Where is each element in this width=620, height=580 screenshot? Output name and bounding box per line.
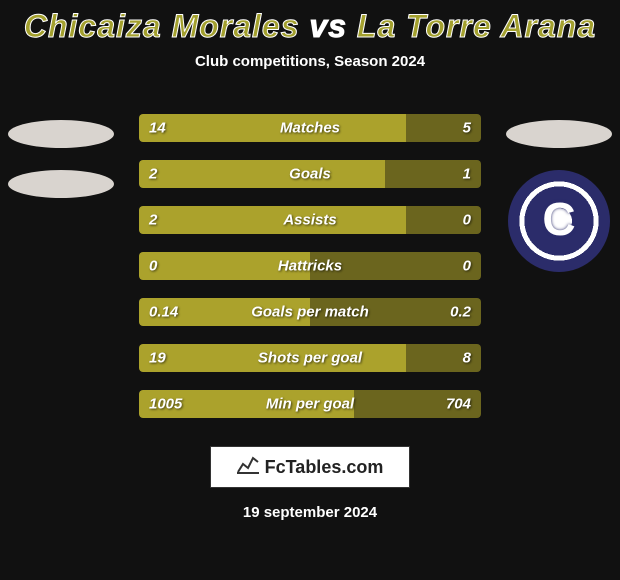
stat-label: Assists (283, 212, 336, 229)
stat-label: Matches (280, 120, 340, 137)
player-right-name: La Torre Arana (357, 8, 596, 44)
fctables-logo[interactable]: FcTables.com (210, 446, 410, 488)
stat-value-right: 0 (463, 258, 471, 275)
placeholder-badge-icon (506, 120, 612, 148)
stat-row: 0.14 Goals per match 0.2 (139, 298, 481, 326)
stat-value-left: 14 (149, 120, 166, 137)
stat-value-right: 1 (463, 166, 471, 183)
stat-fill-bar (139, 114, 406, 142)
stat-row: 14 Matches 5 (139, 114, 481, 142)
stat-row: 19 Shots per goal 8 (139, 344, 481, 372)
left-badges (6, 120, 116, 198)
stat-value-left: 19 (149, 350, 166, 367)
date-label: 19 september 2024 (243, 504, 377, 521)
stat-value-right: 8 (463, 350, 471, 367)
stat-fill-bar (139, 206, 406, 234)
stat-fill-bar (139, 160, 385, 188)
stat-label: Min per goal (266, 396, 354, 413)
right-badges (504, 120, 614, 272)
stat-value-right: 0 (463, 212, 471, 229)
subtitle: Club competitions, Season 2024 (195, 53, 425, 70)
stat-value-right: 0.2 (450, 304, 471, 321)
stat-value-left: 1005 (149, 396, 182, 413)
stat-value-left: 2 (149, 166, 157, 183)
stat-value-right: 704 (446, 396, 471, 413)
stat-label: Shots per goal (258, 350, 362, 367)
stat-value-left: 0.14 (149, 304, 178, 321)
stat-value-left: 2 (149, 212, 157, 229)
stat-row: 1005 Min per goal 704 (139, 390, 481, 418)
placeholder-badge-icon (8, 120, 114, 148)
page-title: Chicaiza Morales vs La Torre Arana (24, 8, 596, 45)
player-left-name: Chicaiza Morales (24, 8, 300, 44)
stat-label: Goals (289, 166, 331, 183)
chart-icon (237, 454, 259, 480)
comparison-card: Chicaiza Morales vs La Torre Arana Club … (0, 0, 620, 521)
stat-row: 2 Goals 1 (139, 160, 481, 188)
stat-label: Hattricks (278, 258, 342, 275)
stat-row: 0 Hattricks 0 (139, 252, 481, 280)
footer-site-label: FcTables.com (265, 457, 384, 478)
stat-label: Goals per match (251, 304, 369, 321)
vs-separator: vs (309, 8, 347, 44)
placeholder-badge-icon (8, 170, 114, 198)
stat-value-left: 0 (149, 258, 157, 275)
stat-value-right: 5 (463, 120, 471, 137)
stats-list: 14 Matches 5 2 Goals 1 2 Assists 0 0 Hattricks 0 0.1… (139, 114, 481, 418)
club-logo-icon (508, 170, 610, 272)
stat-row: 2 Assists 0 (139, 206, 481, 234)
